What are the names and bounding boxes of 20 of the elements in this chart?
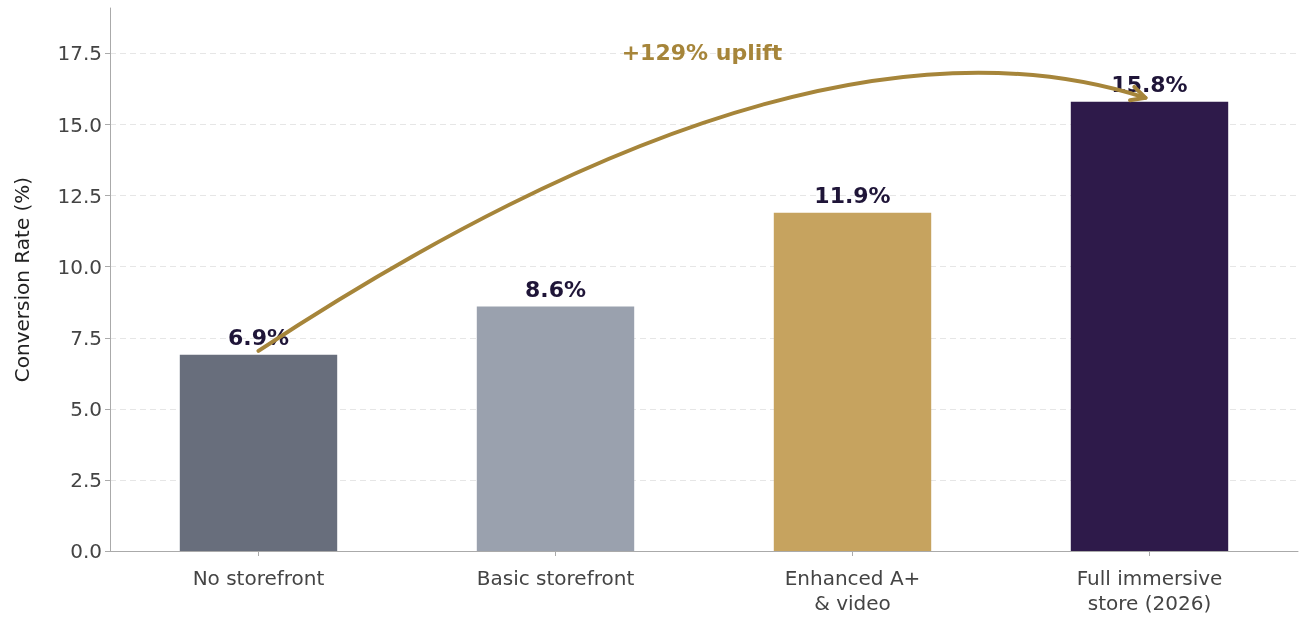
y-tick-label: 12.5 <box>57 183 102 208</box>
y-tick-label: 10.0 <box>57 254 102 279</box>
annotation: +129% uplift <box>621 39 783 65</box>
y-tick-label: 2.5 <box>70 467 102 492</box>
x-tick-label: No storefront <box>192 565 325 590</box>
data-label: 11.9% <box>814 183 891 209</box>
y-tick-label: 0.0 <box>70 539 102 563</box>
y-axis-title: Conversion Rate (%) <box>10 176 34 383</box>
data-label: 8.6% <box>524 277 587 303</box>
bar <box>179 354 338 551</box>
y-tick-label: 5.0 <box>70 396 102 421</box>
bar <box>476 306 635 551</box>
y-tick-label: 15.0 <box>57 112 102 137</box>
bar <box>773 212 932 551</box>
y-tick-label: 7.5 <box>70 325 102 350</box>
x-tick-label: Full immersive store (2026) <box>1076 565 1223 615</box>
x-tick-label: Enhanced A+ & video <box>784 565 921 615</box>
bar <box>1070 101 1229 551</box>
x-tick-label: Basic storefront <box>476 565 635 590</box>
y-tick-label: 17.5 <box>57 41 102 66</box>
